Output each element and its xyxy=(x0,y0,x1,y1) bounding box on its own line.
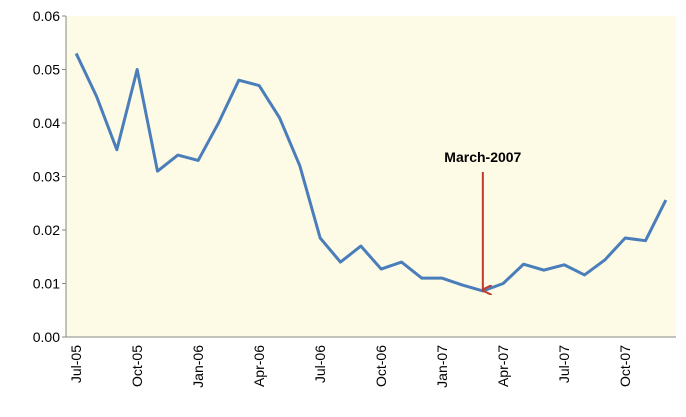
x-tick-label: Oct-05 xyxy=(129,345,145,387)
x-tick-label: Apr-07 xyxy=(495,345,511,387)
x-tick-label: Jul-06 xyxy=(312,345,328,383)
y-tick-label: 0.04 xyxy=(33,115,60,131)
x-tick-label: Jul-07 xyxy=(556,345,572,383)
line xyxy=(74,52,668,293)
x-tick-label: Jan-06 xyxy=(190,345,206,388)
y-tick-label: 0.03 xyxy=(33,169,60,185)
x-tick-label: Apr-06 xyxy=(251,345,267,387)
x-tick-label: Oct-06 xyxy=(373,345,389,387)
y-tick-label: 0.01 xyxy=(33,276,60,292)
y-tick-label: 0.00 xyxy=(33,329,60,345)
x-tick-label: Jul-05 xyxy=(68,345,84,383)
y-tick-label: 0.02 xyxy=(33,222,60,238)
plot-area xyxy=(66,16,676,337)
y-tick-label: 0.05 xyxy=(33,62,60,78)
x-tick-label: Jan-07 xyxy=(434,345,450,388)
annotation: March-2007 xyxy=(444,149,521,165)
x-tick-label: Oct-07 xyxy=(617,345,633,387)
y-tick-label: 0.06 xyxy=(33,8,60,24)
